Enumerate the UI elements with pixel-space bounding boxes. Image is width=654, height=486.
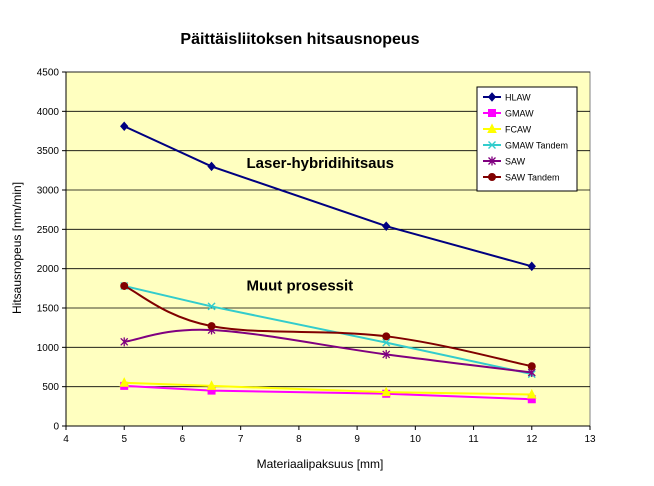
legend-item: GMAW Tandem [483,141,568,151]
data-point [527,362,536,371]
x-tick-label: 5 [121,434,127,445]
legend-label: SAW Tandem [505,173,560,183]
chart-title: Päittäisliitoksen hitsausnopeus [180,31,419,48]
data-point [488,141,496,149]
annotation-label: Laser-hybridihitsaus [246,155,394,172]
y-tick-label: 3000 [37,186,60,197]
series-layer [119,121,537,404]
y-tick-label: 3500 [37,146,60,157]
x-tick-label: 11 [468,434,479,445]
y-axis-label: Hitsausnopeus [mm/min] [10,182,24,314]
data-point [120,281,129,290]
annotation-label: Muut prosessit [246,278,353,295]
data-point [207,302,216,311]
data-point [382,349,391,359]
series-line [124,328,532,374]
x-axis-label: Materiaalipaksuus [mm] [257,457,384,471]
legend-item: SAW Tandem [483,173,560,183]
series-line [124,384,532,401]
axes: 0 500 1000 1500 2000 2500 3000 3500 4000 4500 4 5 6 7… [37,68,596,446]
x-tick-label: 4 [63,434,69,445]
series-line [124,381,532,396]
data-point [488,109,496,117]
legend-item: SAW [483,156,526,167]
data-point [207,161,216,172]
data-point [207,322,216,331]
series-saw [120,325,536,378]
data-point [382,332,391,341]
legend-item: FCAW [483,123,532,135]
legend-item: GMAW [483,109,534,119]
data-point [488,156,496,166]
y-tick-label: 4500 [37,68,60,79]
series-line [123,285,532,368]
data-point [487,92,497,102]
x-tick-label: 6 [180,434,186,445]
x-tick-label: 13 [584,434,596,445]
data-point [206,380,217,390]
series-fcaw [119,377,537,399]
legend-label: SAW [505,157,526,167]
data-point [487,123,497,133]
series-hlaw [120,121,536,272]
x-tick-label: 10 [410,434,422,445]
y-tick-label: 1500 [37,304,60,315]
data-point [527,261,536,272]
y-tick-label: 4000 [37,107,60,118]
y-tick-label: 1000 [37,343,60,354]
x-tick-label: 12 [526,434,538,445]
x-tick-label: 8 [296,434,302,445]
legend-item: HLAW [483,92,531,103]
data-point [120,337,129,347]
data-point [119,377,130,387]
y-tick-label: 2000 [37,264,60,275]
annotation-layer: Laser-hybridihitsaus Muut prosessit [246,155,394,295]
data-point [488,173,496,181]
legend-label: HLAW [505,93,531,103]
legend-label: GMAW Tandem [505,141,568,151]
data-point [382,338,391,347]
legend: HLAW GMAW FCAW GMAW Tandem SAW SAW Tandem [476,86,578,192]
data-point [120,121,129,132]
data-point [381,386,392,397]
series-line [123,284,532,376]
legend-label: FCAW [505,125,532,135]
data-point [382,221,391,231]
legend-label: GMAW [505,109,534,119]
series-saw-tandem [120,281,536,371]
x-tick-label: 7 [238,434,244,445]
y-tick-label: 0 [53,422,59,433]
y-tick-label: 2500 [37,225,60,236]
x-tick-label: 9 [354,434,360,445]
y-tick-label: 500 [42,382,59,393]
series-line [123,125,533,268]
data-point [526,388,537,399]
